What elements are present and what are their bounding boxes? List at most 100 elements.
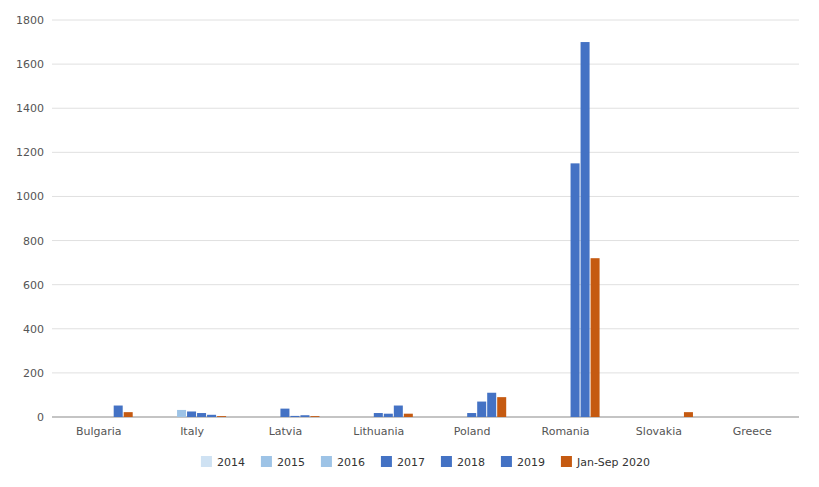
legend-item: 2015 (261, 456, 305, 469)
bar (467, 413, 476, 417)
bar (74, 417, 83, 418)
bar (364, 417, 373, 418)
legend-item: 2018 (441, 456, 485, 469)
bar (177, 410, 186, 417)
bar (260, 417, 269, 418)
legend-swatch (201, 456, 212, 467)
bar (447, 417, 456, 418)
bar (591, 258, 600, 417)
bar (654, 417, 663, 418)
bar (217, 416, 226, 417)
bar (624, 417, 633, 418)
bar (457, 417, 466, 418)
x-tick-label: Lithuania (353, 425, 404, 438)
legend-item: 2016 (321, 456, 365, 469)
y-tick-label: 0 (37, 411, 44, 424)
bars (114, 42, 693, 417)
bar (727, 417, 736, 418)
bar (94, 417, 103, 418)
bar (310, 416, 319, 417)
legend-label: 2015 (277, 456, 305, 469)
bar (157, 417, 166, 418)
x-tick-label: Slovakia (636, 425, 682, 438)
bar (541, 417, 550, 418)
bar (280, 409, 289, 417)
x-tick-label: Romania (542, 425, 590, 438)
bar (404, 414, 413, 417)
bar (644, 417, 653, 418)
bar (384, 414, 393, 417)
bar (674, 417, 683, 418)
legend-label: 2016 (337, 456, 365, 469)
y-tick-label: 1400 (16, 102, 44, 115)
bar (581, 42, 590, 417)
bar (531, 417, 540, 418)
bar (487, 393, 496, 417)
legend-swatch (561, 456, 572, 467)
y-tick-label: 400 (23, 323, 44, 336)
legend-swatch (381, 456, 392, 467)
bar (187, 411, 196, 417)
bar (664, 417, 673, 418)
legend-swatch (441, 456, 452, 467)
grid-line (52, 196, 799, 197)
bar (497, 397, 506, 417)
bar (551, 417, 560, 418)
legend-item: 2014 (201, 456, 245, 469)
bar (477, 402, 486, 417)
bar (64, 417, 73, 418)
legend-label: Jan-Sep 2020 (576, 456, 650, 469)
legend-label: 2018 (457, 456, 485, 469)
bar (634, 417, 643, 418)
bar (167, 417, 176, 418)
bar (437, 417, 446, 418)
legend-label: 2017 (397, 456, 425, 469)
bar (747, 417, 756, 418)
grid-line (52, 372, 799, 373)
bar (344, 417, 353, 418)
bar (561, 417, 570, 418)
bar (757, 417, 766, 418)
grid-line (52, 152, 799, 153)
bar (767, 417, 776, 418)
x-tick-label: Greece (733, 425, 772, 438)
x-tick-label: Poland (454, 425, 491, 438)
x-tick-label: Italy (180, 425, 204, 438)
grid (52, 20, 799, 417)
bar (104, 417, 113, 418)
y-tick-label: 1800 (16, 14, 44, 27)
bar (737, 417, 746, 418)
x-tick-label: Bulgaria (76, 425, 122, 438)
grid-line (52, 240, 799, 241)
bar (394, 406, 403, 417)
bar (290, 416, 299, 417)
legend-item: 2019 (501, 456, 545, 469)
bar (374, 413, 383, 417)
y-tick-label: 1000 (16, 190, 44, 203)
bar (777, 417, 786, 418)
x-tick-label: Latvia (269, 425, 303, 438)
bar (114, 406, 123, 417)
bar (207, 415, 216, 417)
bar (354, 417, 363, 418)
y-tick-label: 800 (23, 235, 44, 248)
bar (571, 163, 580, 417)
legend-swatch (501, 456, 512, 467)
y-tick-label: 1200 (16, 146, 44, 159)
grid-line (52, 108, 799, 109)
bar (124, 412, 133, 417)
bar (197, 413, 206, 417)
bar (250, 417, 259, 418)
bar (717, 417, 726, 418)
legend-item: 2017 (381, 456, 425, 469)
y-tick-label: 600 (23, 279, 44, 292)
chart: 020040060080010001200140016001800Bulgari… (0, 0, 819, 487)
bar (684, 412, 693, 417)
legend-item: Jan-Sep 2020 (561, 456, 650, 469)
bar (84, 417, 93, 418)
grid-line (52, 328, 799, 329)
legend-label: 2019 (517, 456, 545, 469)
grid-line (52, 64, 799, 65)
grid-line (52, 284, 799, 285)
legend-label: 2014 (217, 456, 245, 469)
